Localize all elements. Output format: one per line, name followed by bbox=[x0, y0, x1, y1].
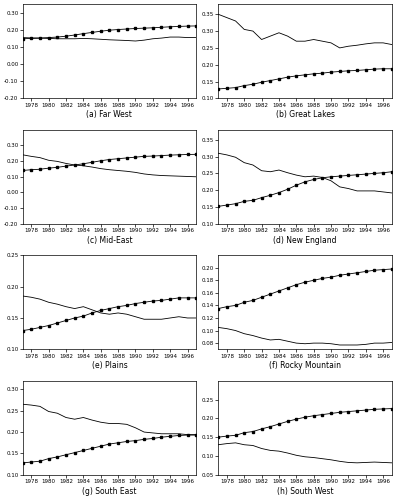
X-axis label: (e) Plains: (e) Plains bbox=[91, 362, 127, 370]
X-axis label: (h) South West: (h) South West bbox=[277, 487, 333, 496]
X-axis label: (f) Rocky Mountain: (f) Rocky Mountain bbox=[269, 362, 341, 370]
X-axis label: (d) New England: (d) New England bbox=[273, 236, 337, 245]
X-axis label: (g) South East: (g) South East bbox=[82, 487, 137, 496]
X-axis label: (b) Great Lakes: (b) Great Lakes bbox=[276, 110, 335, 120]
X-axis label: (c) Mid-East: (c) Mid-East bbox=[87, 236, 132, 245]
X-axis label: (a) Far West: (a) Far West bbox=[86, 110, 132, 120]
